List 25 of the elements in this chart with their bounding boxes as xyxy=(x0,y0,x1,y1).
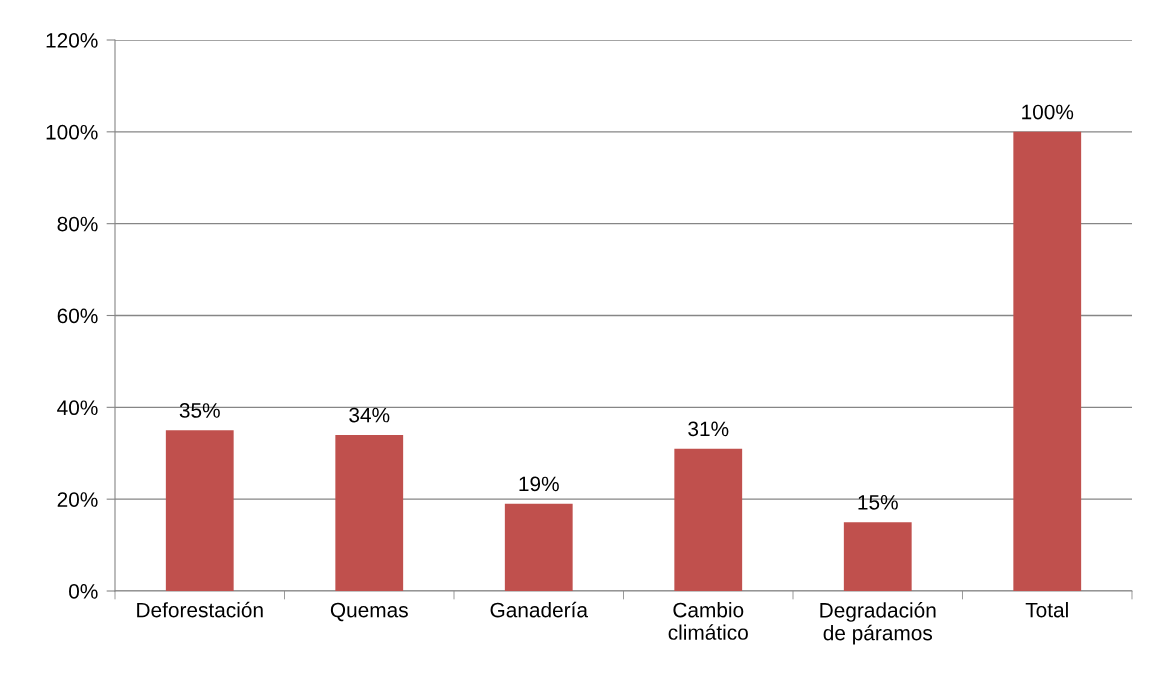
data-label: 31% xyxy=(688,421,729,437)
bar xyxy=(843,522,912,591)
data-label: 15% xyxy=(858,495,898,510)
x-tick-label: Cambio climático xyxy=(668,602,748,640)
x-tick-label: Quemas xyxy=(330,602,408,622)
data-label: 34% xyxy=(349,407,390,423)
y-tick-label: 0% xyxy=(69,584,98,599)
data-label: 100% xyxy=(1022,104,1074,120)
bar xyxy=(335,434,404,591)
x-tick-label: Degradación de páramos xyxy=(820,602,936,645)
bar xyxy=(674,448,743,591)
y-tick-label: 40% xyxy=(57,400,98,416)
data-label: 19% xyxy=(519,476,559,492)
x-tick-label: Total xyxy=(1025,602,1068,618)
bar xyxy=(165,430,234,591)
bar xyxy=(1013,131,1082,591)
y-tick-label: 20% xyxy=(57,492,98,507)
bar xyxy=(504,503,573,591)
data-label: 35% xyxy=(179,403,220,418)
y-tick-label: 60% xyxy=(57,308,98,324)
x-tick-label: Ganadería xyxy=(490,601,588,618)
y-tick-label: 120% xyxy=(46,33,98,48)
y-tick-label: 100% xyxy=(46,124,98,140)
x-tick-label: Deforestación xyxy=(137,601,263,618)
y-tick-label: 80% xyxy=(57,216,98,232)
